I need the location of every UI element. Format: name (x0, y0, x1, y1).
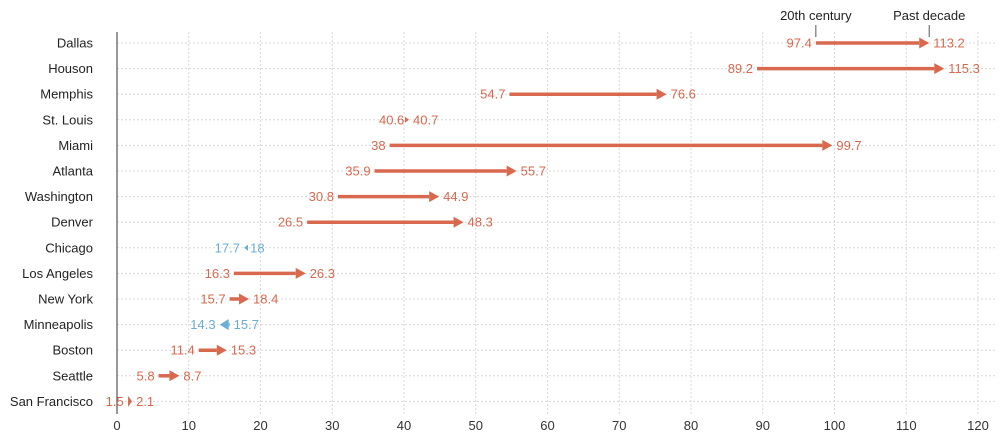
x-tick-label: 50 (469, 418, 483, 433)
start-value-label: 5.8 (137, 368, 155, 383)
start-value-label: 15.7 (234, 317, 259, 332)
row-st-louis: St. Louis 40.6 40.7 (42, 112, 438, 127)
axis-layer: 0 10 20 30 40 50 60 70 80 90 100 110 120 (113, 32, 989, 433)
start-value-label: 30.8 (309, 189, 334, 204)
x-tick-label: 110 (896, 418, 917, 433)
end-value-label: 48.3 (468, 215, 493, 230)
x-tick-label: 70 (612, 418, 626, 433)
end-value-label: 99.7 (836, 138, 861, 153)
end-value-label: 76.6 (671, 87, 696, 102)
row-houson: Houson 89.2 115.3 (48, 61, 980, 76)
row-dallas: Dallas 97.4 113.2 (57, 36, 965, 51)
row-denver: Denver 26.5 48.3 (51, 215, 493, 230)
city-label: Miami (58, 138, 93, 153)
end-value-label: 113.2 (933, 36, 965, 51)
x-tick-label: 20 (253, 418, 267, 433)
end-value-label: 40.7 (413, 112, 438, 127)
row-new-york: New York 15.7 18.4 (38, 292, 278, 307)
end-value-label: 15.3 (231, 343, 256, 358)
end-value-label: 115.3 (948, 61, 980, 76)
x-tick-label: 60 (540, 418, 554, 433)
x-tick-label: 100 (824, 418, 846, 433)
arrow-head (243, 244, 248, 251)
start-value-label: 89.2 (728, 61, 753, 76)
end-value-label: 26.3 (310, 266, 335, 281)
end-value-label: 17.7 (215, 240, 240, 255)
row-atlanta: Atlanta 35.9 55.7 (53, 164, 546, 179)
start-value-label: 26.5 (278, 215, 303, 230)
city-label: Atlanta (53, 164, 94, 179)
row-seattle: Seattle 5.8 8.7 (53, 368, 202, 383)
x-tick-label: 30 (325, 418, 339, 433)
arrow-head (506, 165, 517, 177)
row-los-angeles: Los Angeles 16.3 26.3 (22, 266, 335, 281)
end-value-label: 8.7 (183, 368, 201, 383)
city-label: Dallas (57, 36, 94, 51)
arrow-head (934, 63, 945, 75)
arrow-head (453, 216, 464, 228)
row-boston: Boston 11.4 15.3 (53, 343, 257, 358)
row-minneapolis: Minneapolis 14.3 15.7 (24, 317, 259, 332)
city-label: Houson (48, 61, 93, 76)
x-tick-label: 10 (182, 418, 196, 433)
start-value-label: 18 (250, 240, 264, 255)
header-layer: 20th century Past decade (780, 8, 965, 37)
end-value-label: 18.4 (253, 292, 278, 307)
city-label: San Francisco (10, 394, 93, 409)
start-value-label: 38 (371, 138, 385, 153)
end-value-label: 44.9 (443, 189, 468, 204)
city-label: Memphis (40, 87, 93, 102)
x-tick-label: 90 (756, 418, 770, 433)
arrow-head (295, 267, 306, 279)
city-label: Washington (25, 189, 93, 204)
x-tick-label: 80 (684, 418, 698, 433)
start-value-label: 15.7 (200, 292, 225, 307)
arrow-head (239, 293, 250, 305)
city-label: Chicago (45, 240, 93, 255)
row-miami: Miami 38 99.7 (58, 138, 861, 153)
start-value-label: 11.4 (170, 343, 194, 358)
row-chicago: Chicago 17.7 18 (45, 240, 264, 255)
arrow-head (128, 395, 133, 407)
end-value-label: 14.3 (190, 317, 215, 332)
arrow-head (656, 88, 667, 100)
arrow-head (405, 116, 410, 123)
x-tick-label: 40 (397, 418, 411, 433)
city-label: St. Louis (42, 112, 93, 127)
start-value-label: 16.3 (205, 266, 230, 281)
arrow-head (219, 319, 229, 331)
row-washington: Washington 30.8 44.9 (25, 189, 469, 204)
city-label: Seattle (53, 368, 93, 383)
start-value-label: 35.9 (345, 164, 370, 179)
city-label: Minneapolis (24, 317, 94, 332)
arrow-head (216, 344, 227, 356)
start-value-label: 1.5 (106, 394, 124, 409)
row-memphis: Memphis 54.7 76.6 (40, 87, 696, 102)
header-start-label: 20th century (780, 8, 852, 23)
row-san-francisco: San Francisco 1.5 2.1 (10, 394, 154, 409)
header-end-label: Past decade (893, 8, 965, 23)
arrow-head (919, 37, 930, 49)
end-value-label: 2.1 (136, 394, 154, 409)
city-label: Los Angeles (22, 266, 93, 281)
arrow-head (429, 191, 440, 203)
x-tick-label: 120 (967, 418, 989, 433)
arrow-head (822, 139, 833, 151)
end-value-label: 55.7 (521, 164, 546, 179)
city-label: New York (38, 292, 93, 307)
rows-layer: Dallas 97.4 113.2 Houson 89.2 115.3 Memphis 54.… (10, 36, 980, 409)
arrow-head (169, 370, 180, 382)
city-label: Boston (53, 343, 93, 358)
start-value-label: 97.4 (787, 36, 812, 51)
x-tick-label: 0 (113, 418, 120, 433)
start-value-label: 54.7 (480, 87, 505, 102)
city-label: Denver (51, 215, 94, 230)
start-value-label: 40.6 (379, 112, 404, 127)
